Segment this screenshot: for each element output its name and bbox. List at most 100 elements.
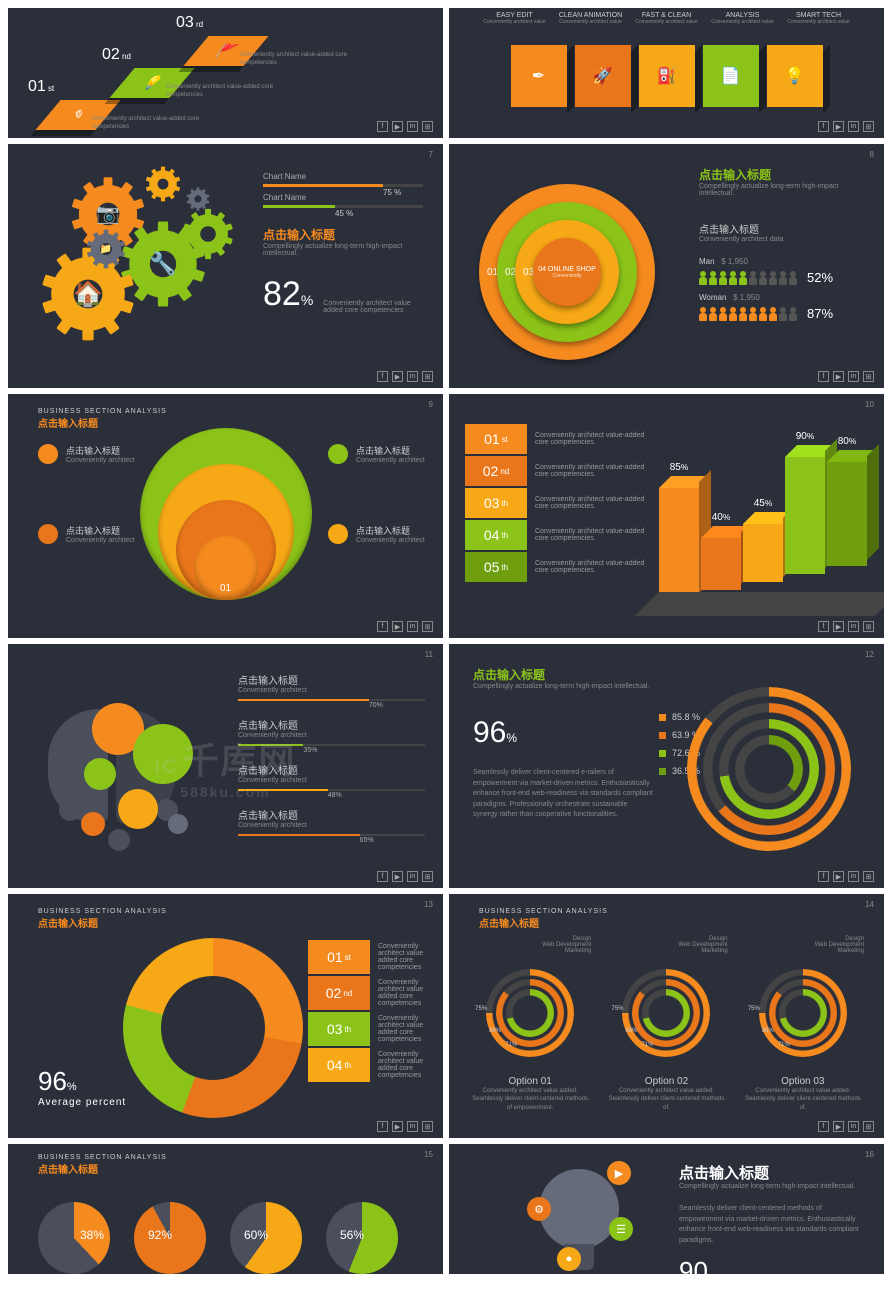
slide-6: 10 01stConveniently architect value-adde… — [449, 394, 884, 638]
slide-number: 9 — [429, 400, 433, 409]
slide-subtitle: Compellingly actualize long-term high-im… — [263, 243, 423, 257]
list-item: 03thConveniently architect value added c… — [308, 1012, 425, 1046]
labeled-bar: 点击输入标题Conveniently architect35% — [238, 717, 425, 746]
slide-number: 15 — [424, 1150, 433, 1159]
nested-circle: 04 ONLINE SHOPConveniently — [533, 238, 601, 306]
onion-layer: 01 — [194, 536, 258, 600]
slide-8: 12 点击输入标题 Compellingly actualize long-te… — [449, 644, 884, 888]
subtitle-2: 点击输入标题 — [699, 221, 866, 236]
radial-option: DesignWeb DevelopmentMarketing75%86%71%O… — [605, 936, 727, 1112]
slide-title: 点击输入标题 — [699, 166, 866, 183]
slide-9: 13 BUSINESS SECTION ANALYSIS 点击输入标题 96% … — [8, 894, 443, 1138]
gear-icon: 📁 — [86, 229, 126, 269]
list-item: 03thConveniently architect value-added c… — [465, 488, 645, 518]
mini-pie: 92% — [134, 1202, 206, 1274]
social-icons: f▶in⊞ — [377, 371, 433, 382]
social-icons: f▶in⊞ — [818, 121, 874, 132]
slide-12: 16 ▶⚙☰● 点击输入标题 Compellingly actualize lo… — [449, 1144, 884, 1274]
mini-pie: 60% — [230, 1202, 302, 1274]
radial-option: DesignWeb DevelopmentMarketing75%86%71%O… — [469, 936, 591, 1112]
subtitle-2-sub: Conveniently architect data — [699, 236, 866, 243]
slide-subtitle: Compellingly actualize long-term high-im… — [699, 183, 866, 197]
labeled-bar: 点击输入标题Conveniently architect65% — [238, 807, 425, 836]
slide-title: 点击输入标题 — [38, 1161, 167, 1176]
slide-number: 11 — [425, 650, 433, 659]
slide-11: 15 BUSINESS SECTION ANALYSIS 点击输入标题 38% 9… — [8, 1144, 443, 1274]
feature-header: CLEAN ANIMATIONConveniently architect va… — [558, 12, 624, 25]
labeled-bar: 点击输入标题Conveniently architect70% — [238, 672, 425, 701]
social-icons: f▶in⊞ — [818, 621, 874, 632]
section-label: BUSINESS SECTION ANALYSIS — [38, 908, 167, 915]
bar-3d: 80% — [827, 462, 867, 566]
gear-icon — [186, 187, 210, 211]
bar-3d: 85% — [659, 488, 699, 599]
people-row: Man $ 1,95052% — [699, 257, 866, 285]
feature-card: 💡 — [767, 45, 823, 107]
social-icons: f▶in⊞ — [818, 1121, 874, 1132]
bar-3d: 90% — [785, 457, 825, 574]
big-percent: 96 — [473, 716, 506, 749]
mini-pie: 56% — [326, 1202, 398, 1274]
mini-pie: 38% — [38, 1202, 110, 1274]
feature-header: ANALYSISConveniently architect value — [710, 12, 776, 25]
feature-header: EASY EDITConveniently architect value — [482, 12, 548, 25]
people-row: Woman $ 1,95087% — [699, 293, 866, 321]
slide-4: 8 01020304 ONLINE SHOPConveniently 点击输入标… — [449, 144, 884, 388]
radial-option: DesignWeb DevelopmentMarketing75%86%71%O… — [742, 936, 864, 1112]
slide-number: 10 — [865, 400, 874, 409]
feature-header: FAST & CLEANConveniently architect value — [634, 12, 700, 25]
social-icons: f▶in⊞ — [377, 121, 433, 132]
step-number: 03 rd — [176, 14, 203, 32]
social-icons: f▶in⊞ — [377, 1121, 433, 1132]
list-item: 01stConveniently architect value-added c… — [465, 424, 645, 454]
callout-dot: 点击输入标题Conveniently architect — [38, 524, 135, 544]
slide-number: 14 — [865, 900, 874, 909]
list-item: 04thConveniently architect value-added c… — [465, 520, 645, 550]
social-icons: f▶in⊞ — [818, 871, 874, 882]
donut-chart — [123, 938, 303, 1118]
slide-number: 16 — [865, 1150, 874, 1159]
feature-card: 📄 — [703, 45, 759, 107]
slide-5: 9 BUSINESS SECTION ANALYSIS 点击输入标题 04030… — [8, 394, 443, 638]
slide-number: 13 — [424, 900, 433, 909]
paragraph: Seamlessly deliver client-centered e-tai… — [473, 768, 653, 821]
slide-title: 点击输入标题 — [38, 415, 167, 430]
slide-10: 14 BUSINESS SECTION ANALYSIS 点击输入标题 Desi… — [449, 894, 884, 1138]
feature-header: SMART TECHConveniently architect value — [786, 12, 852, 25]
list-item: 04thConveniently architect value added c… — [308, 1048, 425, 1082]
list-item: 01stConveniently architect value added c… — [308, 940, 425, 974]
slide-subtitle: Compellingly actualize long-term high-im… — [679, 1183, 864, 1190]
slide-title: 点击输入标题 — [473, 666, 653, 683]
big-percent: 90 — [679, 1256, 864, 1274]
progress-bar: Chart Name75 % — [263, 172, 423, 187]
gear-icon: ✖ — [182, 208, 234, 260]
social-icons: f▶in⊞ — [377, 871, 433, 882]
feature-card: 🚀 — [575, 45, 631, 107]
big-percent-label: Conveniently architect value added core … — [323, 300, 423, 314]
section-label: BUSINESS SECTION ANALYSIS — [38, 1154, 167, 1161]
slide-title: 点击输入标题 — [263, 226, 423, 243]
slide-number: 12 — [865, 650, 874, 659]
big-percent: 82% — [263, 275, 313, 314]
bar-3d: 40% — [701, 538, 741, 590]
slide-subtitle: Compellingly actualize long-term high-im… — [473, 683, 653, 690]
list-item: 05thConveniently architect value-added c… — [465, 552, 645, 582]
labeled-bar: 点击输入标题Conveniently architect48% — [238, 762, 425, 791]
feature-cards: ✒🚀⛽📄💡 — [449, 45, 884, 107]
list-item: 02ndConveniently architect value-added c… — [465, 456, 645, 486]
big-percent: 96 — [38, 1066, 67, 1096]
list-item: 02ndConveniently architect value added c… — [308, 976, 425, 1010]
callout-dot: 点击输入标题Conveniently architect — [328, 524, 425, 544]
slide-2: EASY EDITConveniently architect value CLE… — [449, 8, 884, 138]
slide-title: 点击输入标题 — [479, 915, 608, 930]
slide-grid: ✎01 stConveniently architect value-added… — [0, 0, 892, 1282]
slide-7: 11 点击输入标题Conveniently architect70% 点击输入标题… — [8, 644, 443, 888]
slide-number: 7 — [429, 150, 433, 159]
step-text: Conveniently architect value-added core … — [166, 84, 276, 100]
radial-arc — [735, 735, 803, 803]
step-text: Conveniently architect value-added core … — [240, 52, 350, 68]
slide-title: 点击输入标题 — [38, 915, 167, 930]
slide-3: 7 📷●🔧🏠📁✖ Chart Name75 %Chart Name45 % 点击… — [8, 144, 443, 388]
step-text: Conveniently architect value-added core … — [92, 116, 202, 132]
step-number: 01 st — [28, 78, 54, 96]
